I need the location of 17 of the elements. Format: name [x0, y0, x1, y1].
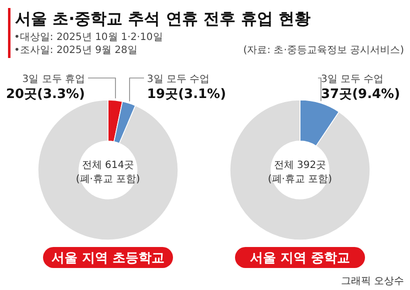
data-label: 37곳(9.4%) — [321, 87, 400, 102]
chart-subtitle: •대상일: 2025년 10월 1·2·10일 — [14, 32, 163, 43]
slice-label: 3일 모두 수업 — [147, 74, 210, 85]
text: 서울 지역 초등학교 — [51, 251, 165, 266]
slice-label: 3일 모두 휴업 — [22, 74, 85, 85]
text: 전체 614곳 — [82, 160, 134, 171]
text: 전체 392곳 — [274, 160, 326, 171]
data-label: 19곳(3.1%) — [147, 87, 226, 102]
slice-label: 3일 모두 수업 — [321, 74, 384, 85]
text: (폐·휴교 포함) — [268, 174, 332, 185]
text: (폐·휴교 포함) — [76, 174, 140, 185]
data-label: 20곳(3.3%) — [6, 87, 85, 102]
text: (자료: 초·중등교육정보 공시서비스) — [243, 45, 404, 56]
text: •조사일: 2025년 9월 28일 — [14, 45, 138, 56]
chart-title: 서울 초·중학교 추석 연휴 전후 휴업 현황 — [15, 9, 310, 28]
text: 그래픽 오상수 — [340, 276, 404, 287]
text: 서울 지역 중학교 — [250, 251, 350, 266]
